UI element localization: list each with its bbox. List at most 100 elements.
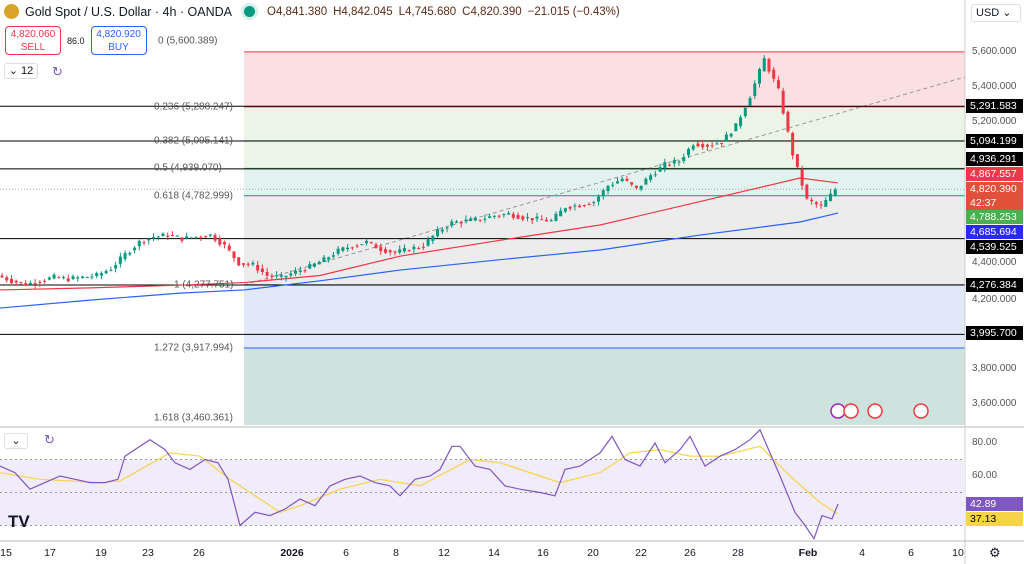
candle bbox=[327, 257, 331, 260]
trend-line bbox=[243, 76, 966, 286]
candle bbox=[90, 276, 94, 278]
candle bbox=[611, 184, 615, 186]
candle bbox=[563, 208, 567, 212]
price-tick: 4,200.000 bbox=[972, 294, 1017, 305]
price-tag-value: 4,867.557 bbox=[970, 168, 1017, 180]
candle bbox=[308, 264, 312, 269]
candle bbox=[398, 249, 402, 253]
candle bbox=[544, 219, 548, 222]
indicators-toggle[interactable]: ⌄ 12 bbox=[4, 63, 38, 79]
economic-event-icon bbox=[913, 403, 929, 419]
candle bbox=[464, 219, 468, 222]
ohlc-change: −21.015 (−0.43%) bbox=[527, 5, 620, 18]
candle bbox=[43, 280, 47, 282]
candle bbox=[786, 111, 790, 132]
candle bbox=[379, 246, 383, 252]
ohlc-close: C4,820.390 bbox=[462, 5, 522, 18]
tradingview-logo: TV bbox=[8, 512, 30, 531]
time-tick: 22 bbox=[635, 547, 647, 559]
candle bbox=[582, 205, 586, 207]
sell-button[interactable]: 4,820.060 SELL bbox=[5, 26, 61, 55]
symbol-title[interactable]: Gold Spot / U.S. Dollar · 4h · OANDA bbox=[25, 4, 233, 19]
candle bbox=[237, 257, 241, 266]
candle bbox=[227, 245, 231, 251]
gold-logo-icon bbox=[4, 4, 19, 19]
candle bbox=[185, 236, 189, 239]
candle bbox=[772, 69, 776, 79]
candle bbox=[289, 273, 293, 276]
candle bbox=[601, 190, 605, 197]
candle bbox=[663, 162, 667, 169]
candle bbox=[133, 247, 137, 251]
time-tick: 15 bbox=[0, 547, 12, 559]
candle bbox=[578, 205, 582, 208]
candle bbox=[421, 246, 425, 248]
refresh-icon[interactable]: ↻ bbox=[52, 64, 63, 79]
candle bbox=[71, 276, 75, 280]
candle bbox=[388, 250, 392, 253]
candle bbox=[478, 219, 482, 221]
time-tick: Feb bbox=[798, 547, 818, 559]
candle bbox=[218, 238, 222, 245]
candle bbox=[336, 248, 340, 254]
candle bbox=[374, 244, 378, 249]
time-tick: 8 bbox=[393, 547, 399, 559]
sell-price: 4,820.060 bbox=[10, 29, 56, 40]
candle bbox=[672, 160, 676, 164]
candle bbox=[246, 263, 250, 265]
candle bbox=[535, 216, 539, 219]
candle bbox=[284, 275, 288, 278]
candle bbox=[147, 238, 151, 241]
ohlc-high: H4,842.045 bbox=[333, 5, 393, 18]
candle bbox=[260, 268, 264, 273]
candle bbox=[724, 134, 728, 142]
settings-icon[interactable]: ⚙ bbox=[989, 545, 1001, 560]
candle bbox=[426, 239, 430, 246]
candle bbox=[776, 80, 780, 89]
candle bbox=[365, 240, 369, 244]
time-tick: 16 bbox=[537, 547, 549, 559]
candle bbox=[33, 283, 37, 285]
candle bbox=[156, 236, 160, 238]
currency-label: USD bbox=[976, 7, 1000, 19]
rsi-toggle[interactable]: ⌄ bbox=[4, 433, 28, 449]
candle bbox=[497, 215, 501, 217]
candle bbox=[241, 263, 245, 265]
time-tick: 19 bbox=[95, 547, 107, 559]
candle bbox=[369, 242, 373, 244]
price-tag-value: 4,936.291 bbox=[970, 153, 1017, 165]
candle bbox=[223, 242, 227, 245]
time-tick: 14 bbox=[488, 547, 500, 559]
candle bbox=[393, 251, 397, 253]
buy-button[interactable]: 4,820.920 BUY bbox=[90, 26, 147, 55]
rsi-value-tag: 42.89 bbox=[966, 497, 1023, 512]
candle bbox=[436, 229, 440, 237]
candle bbox=[492, 215, 496, 217]
candle bbox=[634, 185, 638, 188]
candle bbox=[118, 256, 122, 264]
candle bbox=[639, 185, 643, 190]
rsi-refresh-icon[interactable]: ↻ bbox=[44, 432, 55, 447]
candle bbox=[440, 229, 444, 232]
candle bbox=[483, 218, 487, 220]
candle bbox=[502, 214, 506, 216]
price-tag: 4,788.253 bbox=[966, 210, 1023, 224]
candle bbox=[696, 143, 700, 147]
fib-zone bbox=[244, 195, 965, 285]
price-tag-value: 4,820.390 bbox=[970, 183, 1017, 195]
candle bbox=[24, 283, 28, 286]
candle bbox=[76, 277, 80, 279]
fib-label: 1 (4,277.751) bbox=[174, 279, 234, 291]
candle bbox=[833, 189, 837, 196]
fib-label: 0.5 (4,939.070) bbox=[154, 162, 222, 174]
candle bbox=[270, 275, 274, 277]
spread: 86.0 bbox=[67, 35, 85, 46]
currency-select[interactable]: USD ⌄ bbox=[971, 4, 1021, 22]
price-tag: 4,936.291 bbox=[966, 152, 1023, 166]
indicator-count: 12 bbox=[21, 65, 34, 77]
time-tick: 28 bbox=[732, 547, 744, 559]
candle bbox=[791, 132, 795, 156]
candle bbox=[294, 270, 298, 274]
time-tick: 26 bbox=[684, 547, 696, 559]
